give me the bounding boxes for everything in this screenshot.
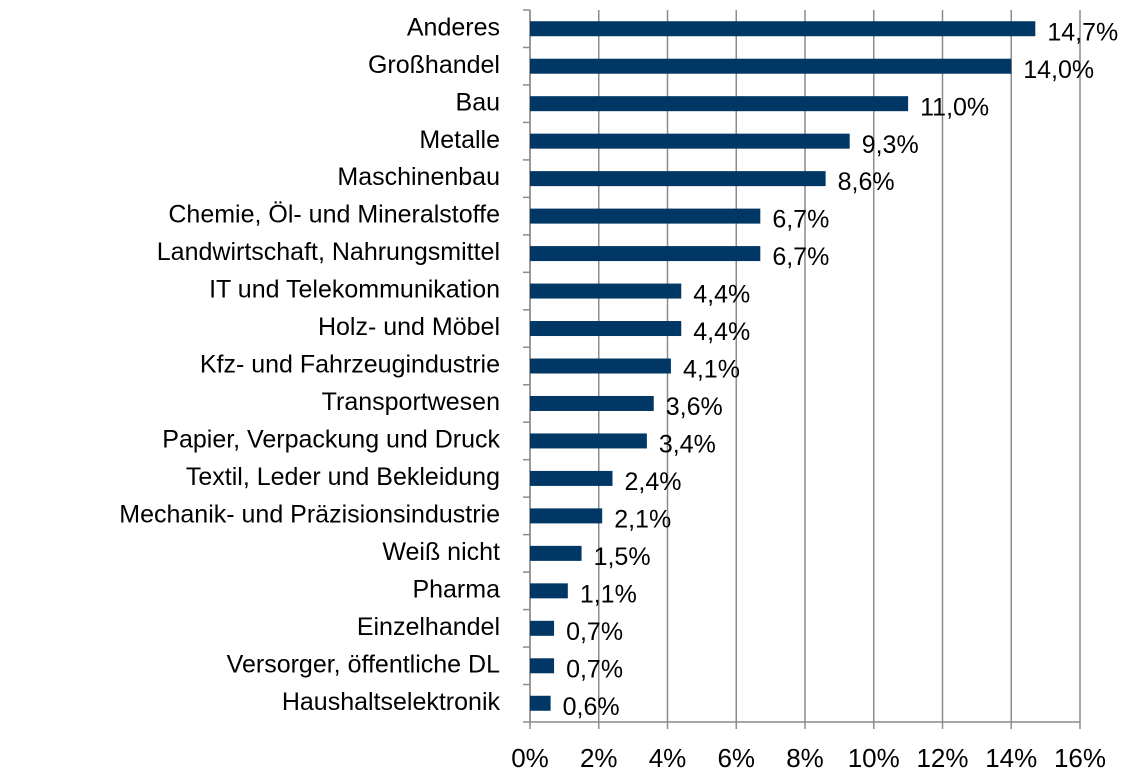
value-label: 4,4%: [693, 318, 750, 346]
bar: [530, 508, 603, 524]
y-tick-label: Haushaltselektronik: [282, 688, 501, 716]
y-tick-label: Pharma: [412, 575, 500, 603]
bar: [530, 658, 555, 674]
bar: [530, 358, 671, 374]
value-label: 14,0%: [1023, 56, 1094, 84]
y-tick-label: Papier, Verpackung und Druck: [162, 426, 500, 454]
value-label: 3,4%: [659, 431, 716, 459]
y-tick-label: Weiß nicht: [382, 538, 500, 566]
value-label: 6,7%: [772, 243, 829, 271]
y-tick-label: Bau: [456, 88, 500, 116]
value-label: 6,7%: [772, 206, 829, 234]
y-tick-label: Chemie, Öl- und Mineralstoffe: [168, 201, 500, 229]
bar: [530, 96, 909, 112]
bar: [530, 395, 654, 411]
y-tick-label: Landwirtschaft, Nahrungsmittel: [157, 238, 500, 266]
value-label: 9,3%: [862, 131, 919, 159]
x-tick-label: 2%: [580, 743, 618, 773]
bar: [530, 283, 682, 299]
value-label: 14,7%: [1047, 18, 1118, 46]
x-tick-label: 0%: [511, 743, 549, 773]
y-tick-label: Maschinenbau: [337, 163, 500, 191]
value-label: 2,4%: [625, 468, 682, 496]
bar: [530, 695, 551, 711]
y-tick-label: Metalle: [419, 126, 500, 154]
value-label: 1,1%: [580, 580, 637, 608]
x-tick-label: 4%: [649, 743, 687, 773]
bar: [530, 470, 613, 486]
bar: [530, 321, 682, 337]
y-tick-label: Einzelhandel: [357, 613, 500, 641]
bar: [530, 433, 647, 449]
y-tick-label: Versorger, öffentliche DL: [227, 650, 500, 678]
bar: [530, 208, 761, 224]
y-tick-label: Mechanik- und Präzisionsindustrie: [119, 501, 500, 529]
value-label: 4,4%: [693, 281, 750, 309]
y-tick-label: Großhandel: [368, 51, 500, 79]
x-tick-label: 14%: [985, 743, 1037, 773]
bar: [530, 583, 568, 599]
value-label: 8,6%: [838, 168, 895, 196]
value-label: 1,5%: [594, 543, 651, 571]
bar: [530, 58, 1012, 74]
value-label: 2,1%: [614, 506, 671, 534]
x-tick-label: 12%: [916, 743, 968, 773]
value-label: 4,1%: [683, 356, 740, 384]
bar: [530, 21, 1036, 37]
x-tick-label: 16%: [1054, 743, 1106, 773]
value-label: 0,7%: [566, 655, 623, 683]
value-label: 0,6%: [563, 693, 620, 721]
bar: [530, 246, 761, 262]
y-tick-label: Textil, Leder und Bekleidung: [186, 463, 500, 491]
bar: [530, 133, 850, 149]
y-tick-label: Holz- und Möbel: [318, 313, 500, 341]
bar: [530, 171, 826, 187]
y-tick-label: Transportwesen: [322, 388, 500, 416]
bar: [530, 620, 555, 636]
bar: [530, 545, 582, 561]
y-tick-label: Kfz- und Fahrzeugindustrie: [200, 351, 500, 379]
x-tick-label: 8%: [786, 743, 824, 773]
x-tick-label: 6%: [717, 743, 755, 773]
value-label: 3,6%: [666, 393, 723, 421]
value-label: 11,0%: [920, 93, 989, 121]
y-tick-label: IT und Telekommunikation: [209, 276, 500, 304]
value-label: 0,7%: [566, 618, 623, 646]
y-tick-label: Anderes: [407, 13, 500, 41]
x-tick-label: 10%: [848, 743, 900, 773]
